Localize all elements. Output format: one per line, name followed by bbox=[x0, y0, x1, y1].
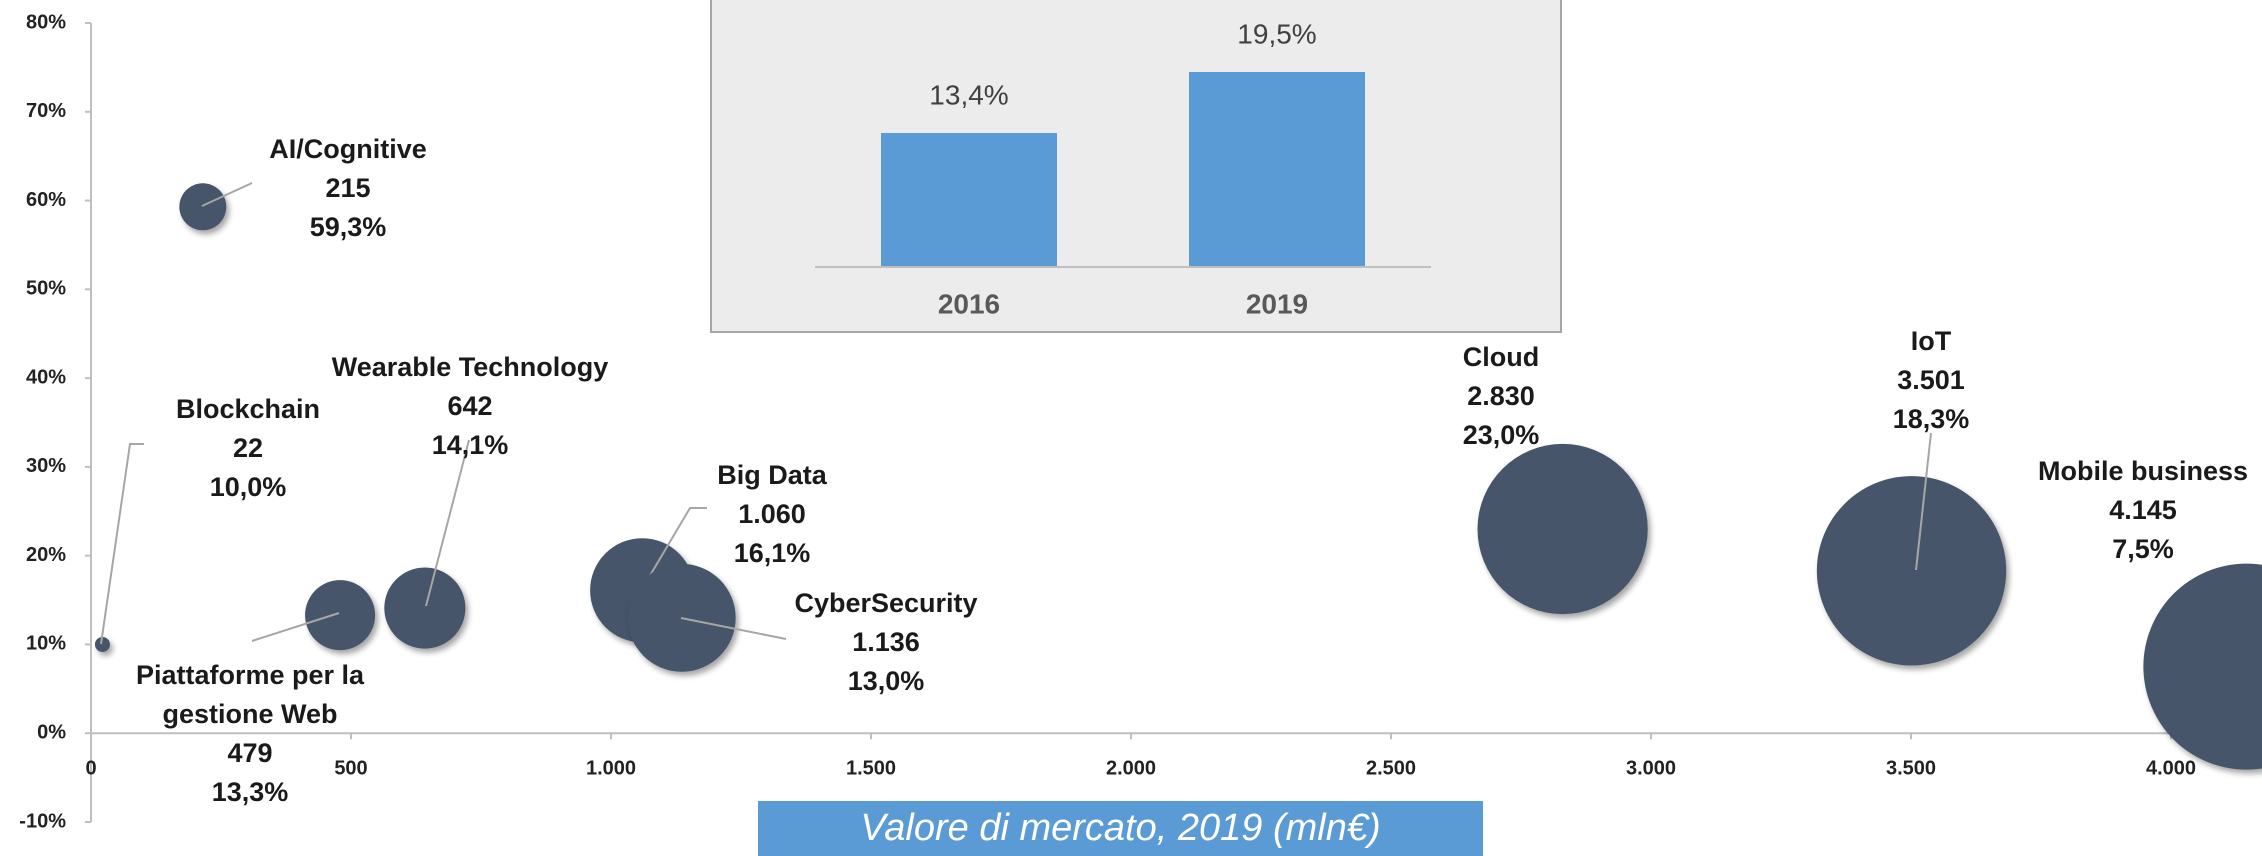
x-tick-label: 4.000 bbox=[2146, 757, 2196, 779]
bar-value-label: 19,5% bbox=[1237, 18, 1316, 49]
bubble bbox=[94, 636, 110, 652]
bubble-name: IoT bbox=[1910, 326, 1952, 356]
y-tick-label: 50% bbox=[26, 278, 66, 300]
bubble-name: Piattaforme per la gestione Web bbox=[135, 660, 365, 729]
x-tick-label: 3.000 bbox=[1626, 757, 1676, 779]
y-tick-label: 0% bbox=[37, 722, 66, 744]
bubble bbox=[384, 567, 466, 649]
bubble-y-label: 13,0% bbox=[847, 666, 925, 696]
bubble-x-label: 1.136 bbox=[852, 627, 920, 657]
y-tick-label: 60% bbox=[26, 189, 66, 211]
bubble-name: Big Data bbox=[717, 460, 827, 490]
bubble-x-label: 4.145 bbox=[2109, 495, 2177, 525]
x-tick-label: 3.500 bbox=[1886, 757, 1936, 779]
leader-line bbox=[641, 507, 707, 590]
x-axis-title: Valore di mercato, 2019 (mln€) bbox=[758, 801, 1483, 856]
bubble-label: AI/Cognitive 215 59,3% bbox=[269, 130, 427, 247]
bubble bbox=[1477, 443, 1648, 615]
bubble bbox=[305, 580, 376, 651]
bubble bbox=[1816, 476, 2007, 666]
leader-line bbox=[100, 443, 144, 645]
bubble-x-label: 22 bbox=[232, 433, 264, 463]
x-tick-label: 2.500 bbox=[1366, 757, 1416, 779]
y-tick-label: 20% bbox=[26, 544, 66, 566]
y-tick-label: 10% bbox=[26, 633, 66, 655]
bubble-y-label: 7,5% bbox=[2112, 534, 2174, 564]
leader-line bbox=[251, 612, 340, 642]
x-tick-label: 2016 bbox=[938, 288, 1000, 319]
x-tick-label: 1.000 bbox=[586, 757, 636, 779]
bubble-name: Cloud bbox=[1462, 342, 1540, 372]
leader-line bbox=[1915, 432, 1932, 571]
bubble-y-label: 23,0% bbox=[1462, 420, 1540, 450]
bubble-name: Mobile business bbox=[2037, 456, 2249, 486]
bubble-y-label: 14,1% bbox=[431, 430, 509, 460]
bubble-y-label: 10,0% bbox=[209, 472, 287, 502]
bubble-label: Big Data 1.060 16,1% bbox=[717, 456, 827, 573]
bubble-label: Cloud 2.830 23,0% bbox=[1463, 338, 1540, 455]
leader-line bbox=[201, 182, 253, 207]
bubble-label: IoT 3.501 18,3% bbox=[1893, 322, 1970, 439]
y-tick-label: 30% bbox=[26, 455, 66, 477]
bubble-x-label: 642 bbox=[447, 391, 493, 421]
bubble-y-label: 18,3% bbox=[1892, 404, 1970, 434]
x-tick-label: 2.000 bbox=[1106, 757, 1156, 779]
bubble-y-label: 59,3% bbox=[309, 212, 387, 242]
bar bbox=[1189, 72, 1365, 267]
y-tick-label: 80% bbox=[26, 11, 66, 33]
bubble-name: Blockchain bbox=[175, 394, 321, 424]
leader-line bbox=[425, 439, 470, 607]
x-tick-label: 0 bbox=[85, 757, 96, 779]
bubble bbox=[179, 183, 227, 231]
x-tick-label: 1.500 bbox=[846, 757, 896, 779]
x-tick-label: 2019 bbox=[1246, 288, 1308, 319]
bubble-x-label: 215 bbox=[325, 173, 371, 203]
bubble-y-label: 13,3% bbox=[211, 777, 289, 807]
bubble-label: CyberSecurity 1.136 13,0% bbox=[794, 584, 977, 701]
leader-line bbox=[680, 617, 787, 640]
y-tick-label: 40% bbox=[26, 366, 66, 388]
bubble-name: CyberSecurity bbox=[794, 588, 978, 618]
bubble-y-label: 16,1% bbox=[733, 538, 811, 568]
y-tick-label: 70% bbox=[26, 100, 66, 122]
bubble bbox=[2143, 563, 2262, 770]
bar bbox=[881, 133, 1057, 267]
bubble-label: Mobile business 4.145 7,5% bbox=[2038, 452, 2248, 569]
bubble-name: Wearable Technology bbox=[331, 352, 609, 382]
bubble-x-label: 3.501 bbox=[1897, 365, 1965, 395]
y-tick-label: -10% bbox=[19, 810, 66, 832]
inset-panel bbox=[710, 0, 1562, 333]
x-tick-label: 500 bbox=[334, 757, 367, 779]
bubble-label: Blockchain 22 10,0% bbox=[176, 390, 320, 507]
bubble-x-label: 479 bbox=[227, 738, 273, 768]
bar-value-label: 13,4% bbox=[929, 79, 1008, 110]
bubble-x-label: 1.060 bbox=[738, 499, 806, 529]
bubble-label: Wearable Technology 642 14,1% bbox=[332, 348, 609, 465]
bubble-label: Piattaforme per la gestione Web 479 13,3% bbox=[110, 656, 390, 812]
bubble-name: AI/Cognitive bbox=[269, 134, 427, 164]
bubble-x-label: 2.830 bbox=[1467, 381, 1535, 411]
